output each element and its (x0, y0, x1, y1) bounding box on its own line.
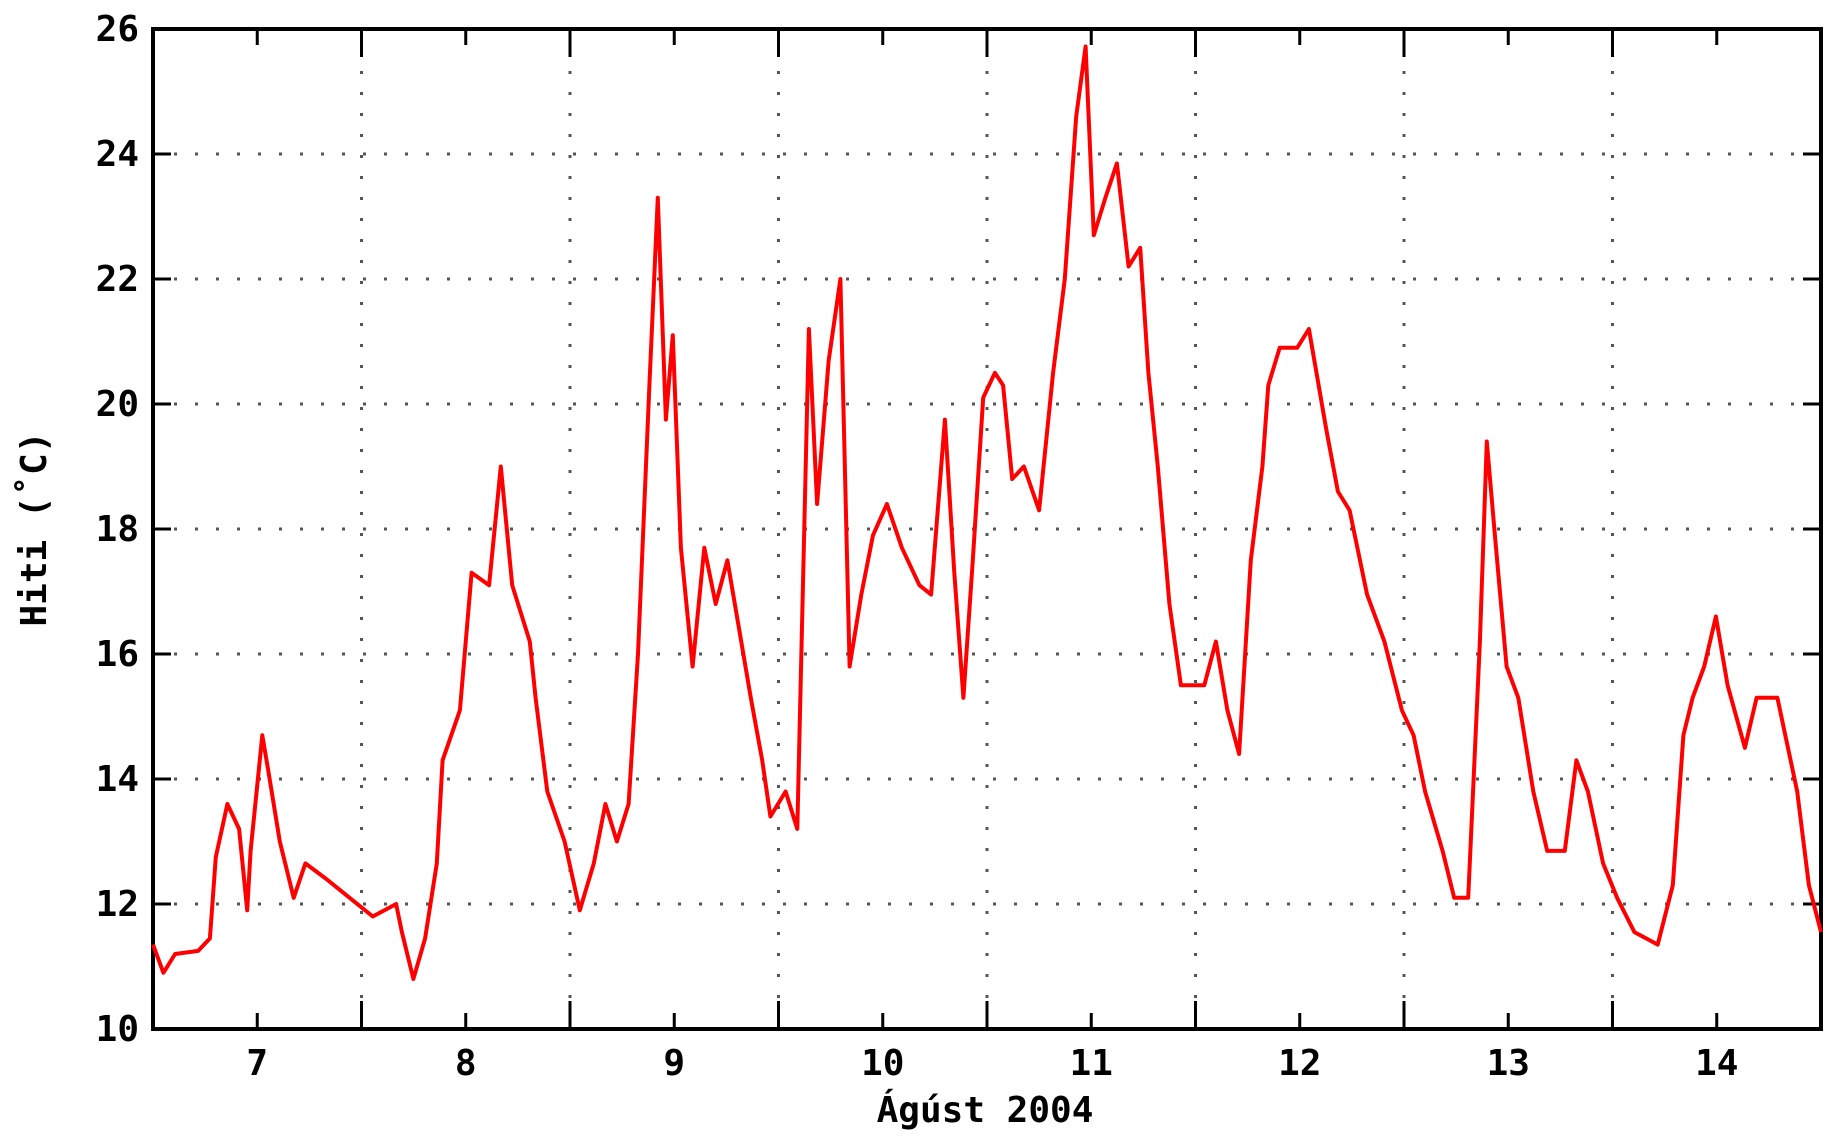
x-tick-label: 11 (1070, 1043, 1113, 1084)
data-line (151, 44, 1823, 981)
y-tick-label: 12 (96, 884, 139, 925)
x-tick-label: 10 (861, 1043, 904, 1084)
x-tick-label: 9 (663, 1043, 685, 1084)
y-tick-label: 10 (96, 1009, 139, 1050)
y-tick-label: 24 (96, 134, 139, 175)
x-axis-label: Ágúst 2004 (877, 1089, 1094, 1131)
y-tick-label: 26 (96, 9, 139, 50)
y-tick-label: 14 (96, 759, 139, 800)
x-tick-label: 14 (1695, 1043, 1738, 1084)
x-tick-label: 13 (1487, 1043, 1530, 1084)
y-axis-label: Hiti (˚C) (14, 431, 55, 626)
x-tick-label: 12 (1278, 1043, 1321, 1084)
y-tick-label: 18 (96, 509, 139, 550)
x-tick-label: 7 (246, 1043, 268, 1084)
x-tick-label: 8 (455, 1043, 477, 1084)
plot-frame (151, 27, 1823, 1031)
y-tick-label: 20 (96, 384, 139, 425)
y-tick-label: 16 (96, 634, 139, 675)
y-tick-label: 22 (96, 259, 139, 300)
